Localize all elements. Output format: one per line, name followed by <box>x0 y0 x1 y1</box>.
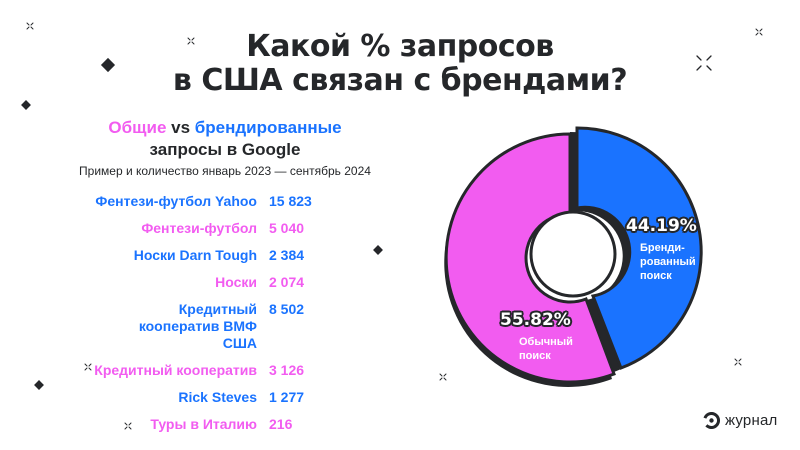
query-value: 5 040 <box>269 220 305 236</box>
list-item: Носки 2 074 <box>40 274 360 291</box>
list-item: Туры в Италию 216 <box>40 416 360 433</box>
sparkle-icon <box>124 422 132 430</box>
sparkle-icon <box>187 37 195 45</box>
query-value: 15 823 <box>269 193 312 209</box>
title-line-2: в США связан с брендами? <box>172 63 628 98</box>
sparkle-icon <box>84 363 92 371</box>
branded-label-line: Бренди- <box>640 242 685 254</box>
query-value: 1 277 <box>269 389 305 405</box>
query-value: 8 502 <box>269 301 305 317</box>
query-name: Туры в Италию <box>150 416 257 432</box>
journal-logo: журнал <box>703 412 777 429</box>
branded-label: брендированные <box>194 118 342 137</box>
sparkle-icon <box>734 358 742 366</box>
generic-percent: 55.82% <box>500 310 571 330</box>
query-name: Фентези-футбол Yahoo <box>95 193 257 209</box>
query-name: Кредитный кооператив ВМФ США <box>138 301 257 351</box>
table-title: Общие vs брендированные запросы в Google <box>60 117 390 161</box>
branded-label: Бренди- рованный поиск <box>640 241 696 283</box>
title-line-1: Какой % запросов <box>246 29 554 64</box>
list-item: Кредитный кооператив 3 126 <box>40 362 360 379</box>
logo-text: журнал <box>725 412 778 429</box>
sparkle-icon <box>755 28 763 36</box>
generic-label-line: поиск <box>519 350 551 362</box>
table-title-line-2: запросы в Google <box>149 140 301 159</box>
list-item: Кредитный кооператив ВМФ США 8 502 <box>40 301 360 352</box>
query-name: Носки Darn Tough <box>133 247 257 263</box>
branded-label-line: поиск <box>640 270 672 282</box>
page-title: Какой % запросов в США связан с брендами… <box>0 30 800 98</box>
query-name: Кредитный кооператив <box>94 362 257 378</box>
generic-label: Обычный поиск <box>519 335 573 363</box>
query-name: Носки <box>215 274 257 290</box>
query-list: Фентези-футбол Yahoo 15 823 Фентези-футб… <box>40 193 360 443</box>
query-value: 2 074 <box>269 274 305 290</box>
sparkle-icon <box>26 22 34 30</box>
list-item: Фентези-футбол 5 040 <box>40 220 360 237</box>
period-caption: Пример и количество январь 2023 — сентяб… <box>79 164 371 178</box>
query-value: 3 126 <box>269 362 305 378</box>
list-item: Rick Steves 1 277 <box>40 389 360 406</box>
query-name: Фентези-футбол <box>141 220 257 236</box>
query-name: Rick Steves <box>178 389 257 405</box>
list-item: Носки Darn Tough 2 384 <box>40 247 360 264</box>
branded-percent: 44.19% <box>626 216 697 236</box>
journal-logo-icon <box>703 412 720 429</box>
list-item: Фентези-футбол Yahoo 15 823 <box>40 193 360 210</box>
generic-label-line: Обычный <box>519 336 573 348</box>
sparkle-icon <box>439 373 447 381</box>
vs-label: vs <box>166 118 195 137</box>
donut-segment-branded <box>575 126 703 370</box>
donut-hole <box>529 210 617 298</box>
query-value: 216 <box>269 416 293 432</box>
sparkle-icon <box>696 55 712 71</box>
query-value: 2 384 <box>269 247 305 263</box>
branded-label-line: рованный <box>640 256 696 268</box>
generic-label: Общие <box>108 118 167 137</box>
donut-segment-generic <box>444 132 616 384</box>
